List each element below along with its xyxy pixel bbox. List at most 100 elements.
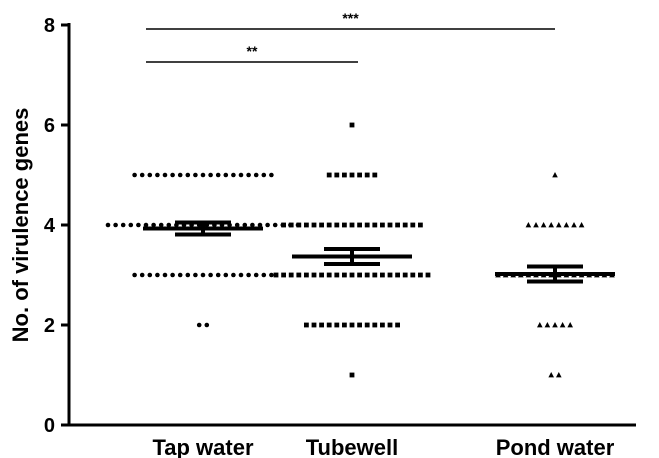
data-point	[357, 322, 362, 328]
y-tick-label: 2	[44, 315, 55, 337]
data-point	[533, 222, 539, 228]
significance-label: ***	[342, 10, 359, 26]
data-point	[342, 222, 347, 228]
data-point	[311, 222, 317, 228]
data-point	[147, 272, 153, 278]
data-point	[246, 172, 251, 178]
data-point	[238, 272, 244, 278]
data-point	[269, 172, 274, 178]
data-point	[304, 222, 309, 228]
data-point	[304, 322, 309, 328]
data-point	[269, 272, 274, 278]
data-point	[319, 322, 324, 328]
data-point	[238, 172, 244, 178]
data-point	[567, 322, 573, 328]
data-points	[105, 122, 615, 378]
data-point	[311, 272, 317, 278]
significance-brackets: *****	[146, 10, 555, 63]
data-point	[559, 322, 566, 328]
data-point	[132, 172, 137, 178]
data-point	[128, 222, 134, 228]
y-tick-label: 6	[44, 115, 55, 137]
x-category-label: Pond water	[496, 435, 615, 458]
data-point	[288, 222, 294, 228]
data-point	[326, 272, 332, 278]
data-point	[364, 322, 370, 328]
data-point	[552, 172, 558, 178]
data-point	[540, 222, 547, 228]
data-point	[273, 272, 279, 278]
data-point	[556, 372, 562, 378]
data-point	[357, 272, 362, 278]
data-point	[136, 222, 141, 228]
data-point	[166, 222, 172, 228]
y-tick-label: 0	[44, 415, 55, 437]
data-point	[425, 272, 431, 278]
data-point	[281, 222, 286, 228]
data-point	[281, 272, 286, 278]
data-point	[395, 222, 400, 228]
y-axis-title: No. of virulence genes	[8, 108, 33, 343]
data-point	[395, 322, 400, 328]
data-point	[334, 172, 340, 178]
y-tick-label: 8	[44, 15, 55, 37]
data-point	[208, 272, 213, 278]
data-point	[200, 272, 206, 278]
data-point	[334, 222, 340, 228]
data-point	[242, 222, 248, 228]
data-point	[402, 222, 408, 228]
data-point	[143, 222, 149, 228]
data-point	[177, 172, 183, 178]
data-point	[296, 222, 302, 228]
data-point	[349, 372, 355, 378]
data-point	[410, 272, 416, 278]
data-point	[185, 272, 191, 278]
data-point	[544, 322, 551, 328]
data-point	[342, 322, 347, 328]
data-point	[349, 322, 355, 328]
data-point	[326, 172, 332, 178]
data-point	[223, 272, 229, 278]
data-point	[311, 322, 317, 328]
data-point	[272, 222, 278, 228]
data-point	[170, 272, 175, 278]
y-ticks: 0 2 4 6 8	[44, 15, 69, 437]
data-point	[193, 272, 198, 278]
data-point	[402, 272, 408, 278]
data-point	[548, 372, 554, 378]
data-point	[380, 322, 385, 328]
data-point	[372, 322, 378, 328]
data-point	[387, 222, 393, 228]
data-point	[265, 222, 270, 228]
data-point	[342, 172, 347, 178]
data-point	[578, 222, 585, 228]
data-point	[349, 172, 355, 178]
data-point	[170, 172, 175, 178]
data-point	[261, 172, 267, 178]
data-point	[410, 222, 416, 228]
data-point	[537, 322, 543, 328]
data-point	[139, 272, 145, 278]
data-point	[304, 272, 309, 278]
data-point	[563, 222, 570, 228]
data-point	[372, 272, 378, 278]
data-point	[158, 222, 164, 228]
data-point	[231, 172, 236, 178]
data-point	[196, 322, 202, 328]
data-point	[571, 222, 577, 228]
data-point	[364, 172, 370, 178]
data-point	[387, 322, 393, 328]
data-point	[257, 222, 263, 228]
data-point	[162, 172, 168, 178]
data-point	[387, 272, 393, 278]
y-tick-label: 4	[44, 215, 56, 237]
data-point	[177, 272, 183, 278]
data-point	[552, 322, 558, 328]
data-point	[548, 222, 554, 228]
data-point	[372, 172, 378, 178]
data-point	[253, 272, 259, 278]
data-point	[200, 172, 206, 178]
data-point	[162, 272, 168, 278]
data-point	[261, 272, 267, 278]
data-point	[208, 172, 213, 178]
